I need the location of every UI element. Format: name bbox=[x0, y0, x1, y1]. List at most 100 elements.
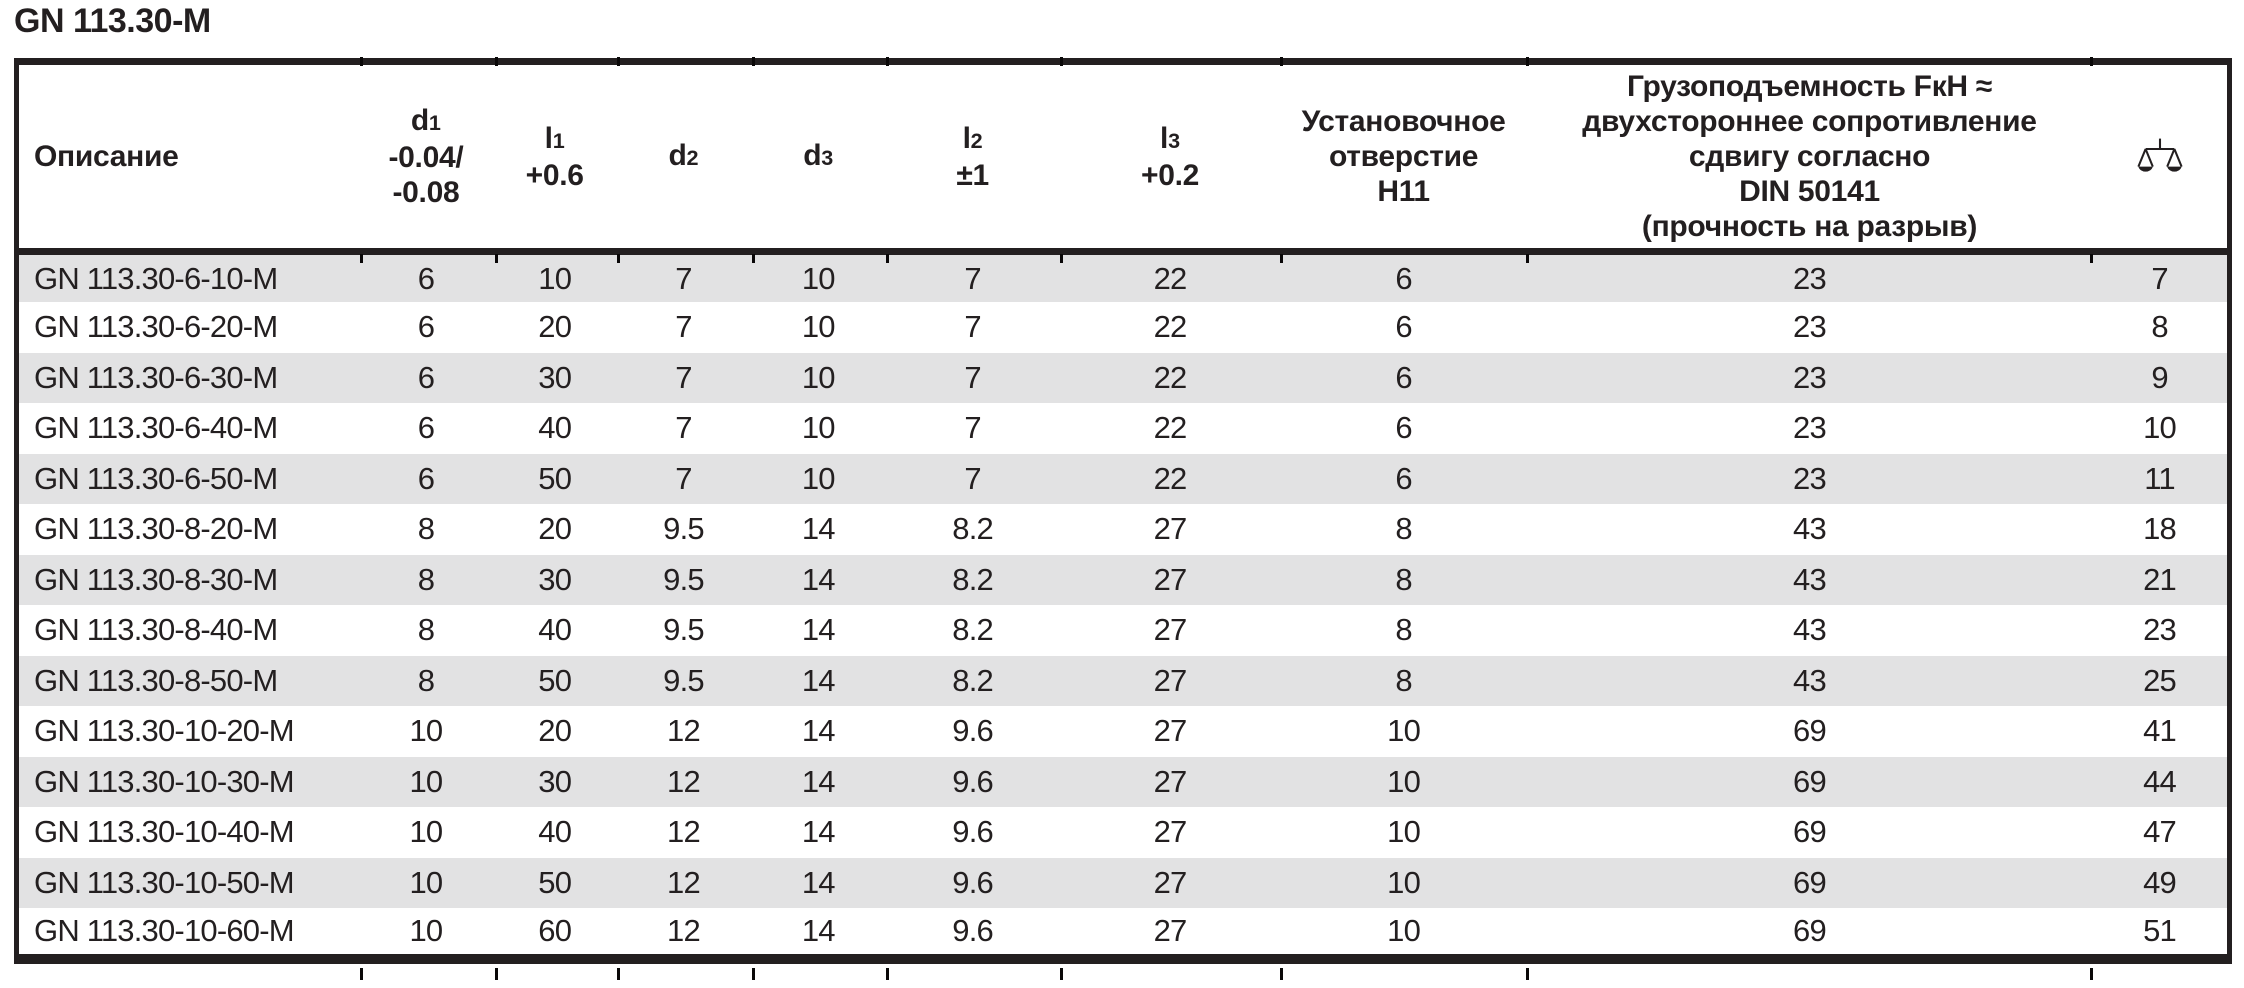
row-description: GN 113.30-8-30-M bbox=[34, 561, 278, 597]
table-cell: 22 bbox=[1153, 460, 1188, 496]
header-row: Описание d1 -0.04/ -0.08 l1 +0.6 d2 d3 bbox=[16, 61, 2230, 255]
column-divider-tick bbox=[495, 254, 498, 263]
row-description: GN 113.30-8-40-M bbox=[34, 612, 278, 648]
col-header-d1: d1 -0.04/ -0.08 bbox=[358, 61, 494, 255]
table-cell: 8 bbox=[2151, 309, 2168, 345]
col-header-description: Описание bbox=[16, 61, 359, 255]
column-divider-tick bbox=[617, 254, 620, 263]
table-cell: 6 bbox=[417, 359, 435, 395]
row-description: GN 113.30-10-20-M bbox=[34, 713, 295, 749]
table-cell: 50 bbox=[538, 864, 572, 900]
table-cell: 9.5 bbox=[663, 612, 705, 648]
table-cell: 6 bbox=[1395, 309, 1412, 345]
table-cell: 20 bbox=[538, 713, 572, 749]
column-divider-tick bbox=[1526, 968, 1529, 980]
table-row: GN 113.30-6-40-M 6 40 7 10 7 22 6 23 10 bbox=[16, 403, 2230, 454]
table-cell: 7 bbox=[675, 309, 692, 345]
table-cell: 51 bbox=[2143, 912, 2177, 948]
table-row: GN 113.30-6-20-M 6 20 7 10 7 22 6 23 8 bbox=[16, 302, 2230, 353]
column-divider-tick bbox=[886, 57, 889, 66]
table-cell: 8 bbox=[417, 511, 435, 547]
table-cell: 10 bbox=[1387, 864, 1421, 900]
table-cell: 9.6 bbox=[952, 864, 994, 900]
column-divider-tick bbox=[1280, 254, 1283, 263]
table-cell: 10 bbox=[409, 814, 443, 850]
table-cell: 22 bbox=[1153, 260, 1188, 296]
scale-icon bbox=[2136, 138, 2183, 172]
column-divider-tick bbox=[495, 57, 498, 66]
table-cell: 10 bbox=[1387, 763, 1421, 799]
table-cell: 9.5 bbox=[663, 511, 705, 547]
table-cell: 12 bbox=[667, 814, 701, 850]
table-cell: 69 bbox=[1793, 864, 1827, 900]
table-row: GN 113.30-10-20-M 10 20 12 14 9.6 27 10 69 41 bbox=[16, 706, 2230, 757]
table-cell: 10 bbox=[2143, 410, 2177, 446]
table-row: GN 113.30-10-50-M 10 50 12 14 9.6 27 10 69 49 bbox=[16, 857, 2230, 908]
table-cell: 20 bbox=[538, 309, 572, 345]
table-cell: 9.6 bbox=[952, 814, 994, 850]
column-divider-tick bbox=[1280, 57, 1283, 66]
table-cell: 6 bbox=[1395, 359, 1412, 395]
table-cell: 8 bbox=[417, 662, 435, 698]
table-cell: 7 bbox=[964, 410, 981, 446]
column-divider-tick bbox=[617, 968, 620, 980]
table-cell: 25 bbox=[2143, 662, 2177, 698]
table-cell: 9 bbox=[2151, 359, 2168, 395]
row-description: GN 113.30-8-50-M bbox=[34, 662, 278, 698]
table-cell: 7 bbox=[964, 460, 981, 496]
table-cell: 7 bbox=[964, 260, 981, 296]
table-row: GN 113.30-6-30-M 6 30 7 10 7 22 6 23 9 bbox=[16, 352, 2230, 403]
row-description: GN 113.30-6-40-M bbox=[34, 410, 278, 446]
table-cell: 10 bbox=[409, 713, 443, 749]
table-cell: 69 bbox=[1793, 912, 1827, 948]
table-cell: 10 bbox=[1387, 912, 1421, 948]
table-cell: 6 bbox=[417, 309, 435, 345]
table-cell: 9.5 bbox=[663, 561, 705, 597]
table-cell: 41 bbox=[2143, 713, 2177, 749]
col-header-l1: l1 +0.6 bbox=[493, 61, 616, 255]
table-cell: 21 bbox=[2143, 561, 2177, 597]
table-cell: 10 bbox=[801, 359, 836, 395]
column-divider-tick bbox=[1060, 57, 1063, 66]
table-cell: 69 bbox=[1793, 713, 1827, 749]
table-cell: 50 bbox=[538, 662, 572, 698]
table-cell: 8 bbox=[1395, 511, 1412, 547]
spec-table: Описание d1 -0.04/ -0.08 l1 +0.6 d2 d3 bbox=[14, 58, 2232, 964]
table-cell: 8.2 bbox=[952, 612, 994, 648]
table-cell: 6 bbox=[417, 410, 435, 446]
table-cell: 27 bbox=[1153, 864, 1188, 900]
table-cell: 18 bbox=[2143, 511, 2177, 547]
table-cell: 7 bbox=[675, 460, 692, 496]
table-cell: 27 bbox=[1153, 713, 1188, 749]
table-cell: 14 bbox=[801, 814, 836, 850]
row-description: GN 113.30-8-20-M bbox=[34, 511, 278, 547]
row-description: GN 113.30-6-50-M bbox=[34, 460, 278, 496]
table-cell: 6 bbox=[417, 460, 435, 496]
table-cell: 10 bbox=[538, 260, 572, 296]
row-description: GN 113.30-10-60-M bbox=[34, 912, 295, 948]
col-header-load-capacity: Грузоподъемность FкН ≈ двухстороннее соп… bbox=[1526, 61, 2093, 255]
column-divider-tick bbox=[495, 968, 498, 980]
table-cell: 27 bbox=[1153, 814, 1188, 850]
table-cell: 7 bbox=[675, 260, 692, 296]
table-cell: 7 bbox=[964, 309, 981, 345]
table-cell: 10 bbox=[801, 460, 836, 496]
table-cell: 8.2 bbox=[952, 662, 994, 698]
table-cell: 8.2 bbox=[952, 511, 994, 547]
table-cell: 6 bbox=[1395, 410, 1412, 446]
table-cell: 7 bbox=[964, 359, 981, 395]
table-cell: 23 bbox=[1793, 309, 1827, 345]
column-divider-tick bbox=[1280, 968, 1283, 980]
table-cell: 9.6 bbox=[952, 713, 994, 749]
table-row: GN 113.30-8-30-M 8 30 9.5 14 8.2 27 8 43 21 bbox=[16, 554, 2230, 605]
column-divider-tick bbox=[2090, 968, 2093, 980]
column-divider-tick bbox=[360, 254, 363, 263]
table-cell: 43 bbox=[1793, 561, 1827, 597]
table-cell: 44 bbox=[2143, 763, 2177, 799]
table-cell: 8 bbox=[417, 612, 435, 648]
table-cell: 43 bbox=[1793, 511, 1827, 547]
table-cell: 27 bbox=[1153, 612, 1188, 648]
table-cell: 43 bbox=[1793, 662, 1827, 698]
table-cell: 14 bbox=[801, 864, 836, 900]
table-cell: 14 bbox=[801, 912, 836, 948]
